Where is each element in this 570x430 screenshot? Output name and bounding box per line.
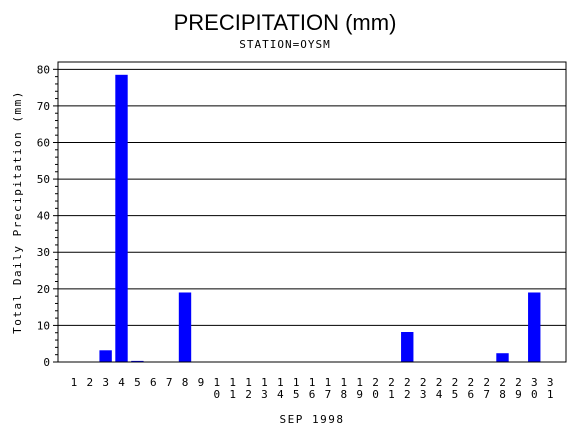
x-tick-label: 4 <box>436 388 443 401</box>
x-tick-label: 1 <box>293 376 300 389</box>
x-tick-label: 2 <box>388 376 395 389</box>
x-tick-label: 8 <box>340 388 347 401</box>
x-tick-label: 1 <box>547 388 554 401</box>
x-axis-ticks: 1 2 3 4 5 6 7 8 9 1011121314151617181920212223242… <box>71 376 554 401</box>
y-tick-label: 50 <box>37 173 50 186</box>
x-tick-label: 1 <box>277 376 284 389</box>
x-tick-label: 0 <box>213 388 220 401</box>
y-tick-label: 10 <box>37 319 50 332</box>
x-tick-label: 2 <box>404 388 411 401</box>
bar-day-28 <box>496 353 509 362</box>
x-tick-label: 3 <box>261 388 268 401</box>
y-tick-label: 20 <box>37 283 50 296</box>
gridlines <box>58 68 566 326</box>
x-tick-label: 2 <box>499 376 506 389</box>
chart-title: PRECIPITATION (mm) <box>174 10 397 35</box>
x-tick-label: 2 <box>404 376 411 389</box>
bar-day-8 <box>178 292 192 362</box>
x-tick-label: 0 <box>531 388 538 401</box>
x-tick-label: 1 <box>356 376 363 389</box>
y-axis-label: Total Daily Precipitation (mm) <box>11 90 24 334</box>
x-tick-label: 2 <box>245 388 252 401</box>
y-tick-label: 0 <box>43 356 50 369</box>
x-tick-label: 1 <box>309 376 316 389</box>
x-tick-label: 3 <box>420 388 427 401</box>
x-tick-label: 4 <box>277 388 284 401</box>
x-tick-label: 1 <box>340 376 347 389</box>
y-tick-label: 80 <box>37 63 50 76</box>
x-tick-label: 9 <box>356 388 363 401</box>
bar-day-5 <box>131 360 144 362</box>
x-tick-label: 1 <box>261 376 268 389</box>
x-tick-label: 7 <box>483 388 490 401</box>
y-axis-ticks: 0 10 20 30 40 50 60 70 80 <box>37 63 58 369</box>
y-tick-label: 40 <box>37 210 50 223</box>
x-tick-label: 1 <box>229 376 236 389</box>
y-tick-label: 30 <box>37 246 50 259</box>
x-tick-label: 1 <box>325 376 332 389</box>
x-tick-label: 4 <box>118 376 125 389</box>
x-tick-label: 3 <box>102 376 109 389</box>
x-tick-label: 2 <box>372 376 379 389</box>
x-tick-label: 3 <box>531 376 538 389</box>
x-tick-label: 9 <box>515 388 522 401</box>
y-tick-label: 70 <box>37 100 50 113</box>
x-tick-label: 6 <box>150 376 157 389</box>
bar-day-4 <box>115 74 128 363</box>
x-tick-label: 2 <box>515 376 522 389</box>
x-tick-label: 1 <box>229 388 236 401</box>
x-tick-label: 7 <box>166 376 173 389</box>
plot-area <box>57 61 567 363</box>
x-tick-label: 9 <box>198 376 205 389</box>
x-tick-label: 2 <box>436 376 443 389</box>
x-tick-label: 1 <box>71 376 78 389</box>
chart-subtitle: STATION=OYSM <box>239 38 330 51</box>
x-tick-label: 2 <box>483 376 490 389</box>
x-tick-label: 7 <box>325 388 332 401</box>
x-axis-label: SEP 1998 <box>280 413 345 426</box>
x-tick-label: 1 <box>213 376 220 389</box>
bar-day-30 <box>528 292 541 362</box>
x-tick-label: 1 <box>388 388 395 401</box>
x-tick-label: 8 <box>182 376 189 389</box>
x-tick-label: 0 <box>372 388 379 401</box>
x-tick-label: 2 <box>86 376 93 389</box>
x-tick-label: 2 <box>420 376 427 389</box>
x-tick-label: 8 <box>499 388 506 401</box>
bar-day-3 <box>99 350 112 362</box>
x-tick-label: 6 <box>467 388 474 401</box>
x-tick-label: 5 <box>293 388 300 401</box>
x-tick-label: 3 <box>547 376 554 389</box>
x-tick-label: 5 <box>452 388 459 401</box>
x-tick-label: 2 <box>452 376 459 389</box>
x-tick-label: 2 <box>467 376 474 389</box>
x-tick-label: 5 <box>134 376 141 389</box>
bar-day-22 <box>401 332 414 362</box>
x-tick-label: 1 <box>245 376 252 389</box>
x-tick-label: 6 <box>309 388 316 401</box>
y-tick-label: 60 <box>37 136 50 149</box>
bars <box>99 74 541 363</box>
